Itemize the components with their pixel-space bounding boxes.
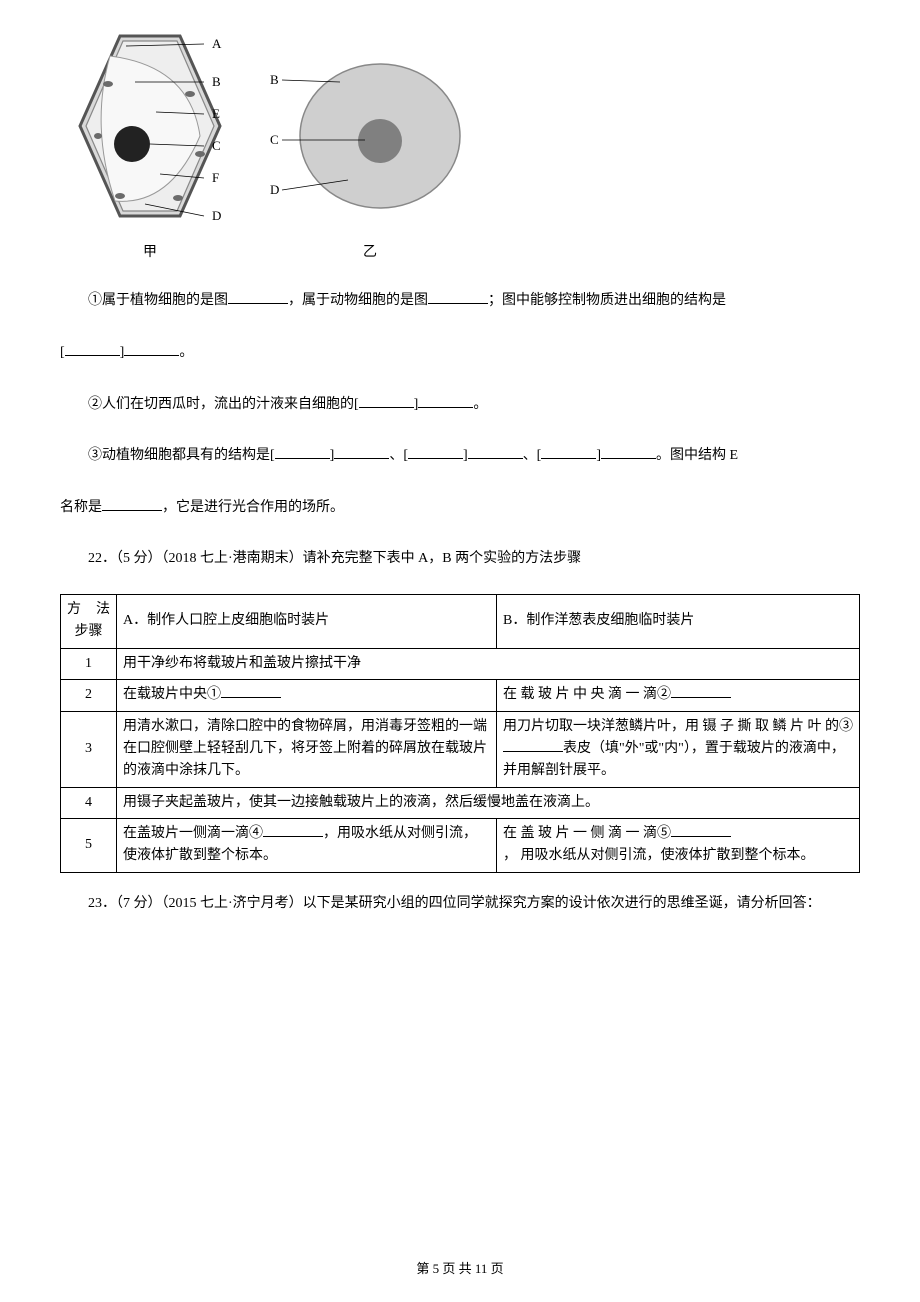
animal-cell-block: B C D 乙: [270, 36, 470, 264]
th-step: 方 法 步骤: [61, 594, 117, 648]
table-row: 3 用清水漱口，清除口腔中的食物碎屑，用消毒牙签粗的一端在口腔侧壁上轻轻刮几下，…: [61, 711, 860, 787]
q21-l1-b: ，属于动物细胞的是图: [288, 293, 428, 308]
th-step-b: 步骤: [67, 621, 110, 643]
q21-line3b: 名称是 ，它是进行光合作用的场所。: [60, 491, 860, 525]
blank[interactable]: [228, 290, 288, 304]
blank[interactable]: [359, 394, 414, 408]
table-row: 4 用镊子夹起盖玻片，使其一边接触载玻片上的液滴，然后缓慢地盖在液滴上。: [61, 787, 860, 818]
q21-l3-h: 名称是: [60, 500, 102, 515]
r2-a: 在载玻片中央①: [117, 680, 497, 711]
r3-a: 用清水漱口，清除口腔中的食物碎屑，用消毒牙签粗的一端在口腔侧壁上轻轻刮几下，将牙…: [117, 711, 497, 787]
blank[interactable]: [601, 445, 656, 459]
r5-b: 在 盖 玻 片 一 侧 滴 一 滴⑤ ， 用吸水纸从对侧引流，使液体扩散到整个标本…: [497, 819, 860, 873]
q21-l1-f: 。: [179, 345, 193, 360]
plant-label-b: B: [212, 74, 221, 89]
q21-line1b: []。: [60, 336, 860, 370]
footer-pre: 第: [416, 1261, 432, 1276]
th-b-text: B．制作洋葱表皮细胞临时装片: [503, 613, 694, 628]
r2-a-pre: 在载玻片中央①: [123, 687, 221, 702]
blank[interactable]: [503, 738, 563, 752]
plant-label-f: F: [212, 170, 219, 185]
q22-prefix: 22．（5 分）（2018 七上·港南期末）请补充完整下表中 A，B 两个实验的…: [60, 542, 860, 576]
r5-a: 在盖玻片一侧滴一滴④，用吸水纸从对侧引流，使液体扩散到整个标本。: [117, 819, 497, 873]
table-row: 1 用干净纱布将载玻片和盖玻片擦拭干净: [61, 648, 860, 679]
r2-b-pre: 在 载 玻 片 中 央 滴 一 滴②: [503, 687, 671, 702]
r4-merged: 用镊子夹起盖玻片，使其一边接触载玻片上的液滴，然后缓慢地盖在液滴上。: [117, 787, 860, 818]
blank[interactable]: [102, 497, 162, 511]
blank[interactable]: [468, 445, 523, 459]
th-a: A．制作人口腔上皮细胞临时装片: [117, 594, 497, 648]
q21-line3: ③动植物细胞都具有的结构是[]、[]、[]。图中结构 E: [60, 439, 860, 473]
plant-cell-diagram: A B E C F D: [60, 26, 240, 236]
step-3: 3: [61, 711, 117, 787]
r5-a-pre: 在盖玻片一侧滴一滴④: [123, 826, 263, 841]
q21-l1-c: ；图中能够控制物质进出细胞的结构是: [488, 293, 726, 308]
q21-l3-e: 、[: [523, 448, 542, 463]
r1-merged: 用干净纱布将载玻片和盖玻片擦拭干净: [117, 648, 860, 679]
table-row: 2 在载玻片中央① 在 载 玻 片 中 央 滴 一 滴②: [61, 680, 860, 711]
q21-l2-c: 。: [473, 397, 487, 412]
blank[interactable]: [275, 445, 330, 459]
blank[interactable]: [65, 342, 120, 356]
th-step-a: 方 法: [67, 599, 110, 621]
blank[interactable]: [541, 445, 596, 459]
blank[interactable]: [408, 445, 463, 459]
step-2: 2: [61, 680, 117, 711]
footer-mid: 页 共: [439, 1261, 475, 1276]
q21-line2: ②人们在切西瓜时，流出的汁液来自细胞的[]。: [60, 388, 860, 422]
q21-l3-a: ③动植物细胞都具有的结构是[: [88, 448, 275, 463]
table-row: 5 在盖玻片一侧滴一滴④，用吸水纸从对侧引流，使液体扩散到整个标本。 在 盖 玻…: [61, 819, 860, 873]
plant-caption: 甲: [143, 242, 157, 264]
animal-label-d: D: [270, 182, 279, 197]
footer-total: 11: [475, 1261, 488, 1276]
r3-b: 用刀片切取一块洋葱鳞片叶，用 镊 子 撕 取 鳞 片 叶 的③表皮（填"外"或"…: [497, 711, 860, 787]
experiment-table: 方 法 步骤 A．制作人口腔上皮细胞临时装片 B．制作洋葱表皮细胞临时装片 1 …: [60, 594, 860, 873]
blank[interactable]: [124, 342, 179, 356]
plant-cell-block: A B E C F D 甲: [60, 26, 240, 264]
r2-b: 在 载 玻 片 中 央 滴 一 滴②: [497, 680, 860, 711]
blank[interactable]: [221, 684, 281, 698]
page-footer: 第 5 页 共 11 页: [0, 1259, 920, 1280]
plant-label-a: A: [212, 36, 222, 51]
blank[interactable]: [263, 823, 323, 837]
q21-l3-i: ，它是进行光合作用的场所。: [162, 500, 344, 515]
step-5: 5: [61, 819, 117, 873]
step-1: 1: [61, 648, 117, 679]
r5-b-pre: 在 盖 玻 片 一 侧 滴 一 滴⑤: [503, 826, 671, 841]
footer-post: 页: [487, 1261, 503, 1276]
plant-label-e: E: [212, 106, 220, 121]
q21-l1-a: ①属于植物细胞的是图: [88, 293, 228, 308]
q21-line1: ①属于植物细胞的是图 ，属于动物细胞的是图 ；图中能够控制物质进出细胞的结构是: [60, 284, 860, 318]
blank[interactable]: [671, 823, 731, 837]
q21-l3-g: 。图中结构 E: [656, 448, 738, 463]
animal-cell-diagram: B C D: [270, 36, 470, 236]
blank[interactable]: [418, 394, 473, 408]
blank[interactable]: [334, 445, 389, 459]
q21-l2-a: ②人们在切西瓜时，流出的汁液来自细胞的[: [88, 397, 359, 412]
q21-l3-c: 、[: [389, 448, 408, 463]
animal-caption: 乙: [363, 242, 377, 264]
animal-label-b: B: [270, 72, 279, 87]
th-b: B．制作洋葱表皮细胞临时装片: [497, 594, 860, 648]
blank[interactable]: [428, 290, 488, 304]
step-4: 4: [61, 787, 117, 818]
plant-label-d: D: [212, 208, 221, 223]
q23-text: 23．（7 分）（2015 七上·济宁月考）以下是某研究小组的四位同学就探究方案…: [60, 887, 860, 921]
blank[interactable]: [671, 684, 731, 698]
r5-b-post: ， 用吸水纸从对侧引流，使液体扩散到整个标本。: [503, 848, 815, 863]
r3-b-pre: 用刀片切取一块洋葱鳞片叶，用 镊 子 撕 取 鳞 片 叶 的③: [503, 719, 853, 734]
table-row: 方 法 步骤 A．制作人口腔上皮细胞临时装片 B．制作洋葱表皮细胞临时装片: [61, 594, 860, 648]
animal-label-c: C: [270, 132, 279, 147]
plant-label-c: C: [212, 138, 221, 153]
cell-diagrams: A B E C F D 甲 B C D 乙: [60, 26, 860, 264]
